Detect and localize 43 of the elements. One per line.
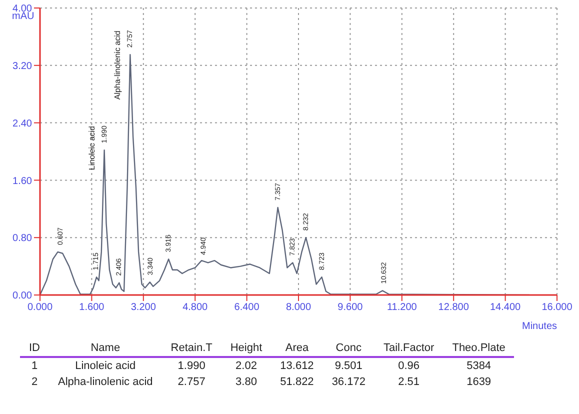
text: 1 [30,359,39,374]
text: Linoleic acid [74,359,137,374]
text: 9.501 [334,359,364,374]
text: Height [229,341,264,356]
text: 2 [30,375,39,390]
text: Alpha-linolenic acid [57,375,154,390]
text: ID [28,341,41,356]
y-tick-label: 3.20 [12,60,32,72]
x-tick-label: 0.000 [27,302,53,314]
text: Conc [334,341,362,356]
text: Area [284,341,310,356]
x-tick-label: 8.000 [286,302,312,314]
text: 2.757 [176,375,206,390]
x-tick-label: 14.400 [490,302,522,314]
text: Name [90,341,122,356]
text: 1.990 [176,359,206,374]
text: 0.96 [397,359,421,374]
annotation: Alpha-linolenic acid [113,30,122,100]
x-tick-label: 12.800 [438,302,470,314]
text: 2.02 [234,359,258,374]
y-tick-label: 1.60 [12,176,32,187]
x-tick-label: 1.600 [79,302,105,314]
x-tick-label: 6.400 [234,302,260,314]
x-tick-label: 3.200 [130,302,156,314]
text: 13.612 [279,359,315,374]
text: 3.80 [234,375,258,390]
x-tick-label: 4.800 [182,302,208,314]
x-tick-label: 9.600 [338,302,364,314]
text: Theo.Plate [451,341,506,356]
y-tick-label: 2.40 [12,118,32,130]
text: Retain.T [170,341,214,356]
text: 51.822 [279,375,315,390]
text: 2.51 [397,375,421,390]
y-tick-label: 0.00 [12,290,32,302]
x-axis-title: Minutes [522,321,557,332]
x-tick-label: 16.000 [542,302,573,314]
y-tick-label: 0.80 [12,233,32,244]
x-tick-label: 11.200 [386,302,418,314]
text: 1639 [466,375,492,390]
annotation: Linoleic acid [87,126,96,170]
text: Tail.Factor [382,341,436,356]
text: 5384 [466,359,492,374]
text: 36.172 [330,375,366,390]
